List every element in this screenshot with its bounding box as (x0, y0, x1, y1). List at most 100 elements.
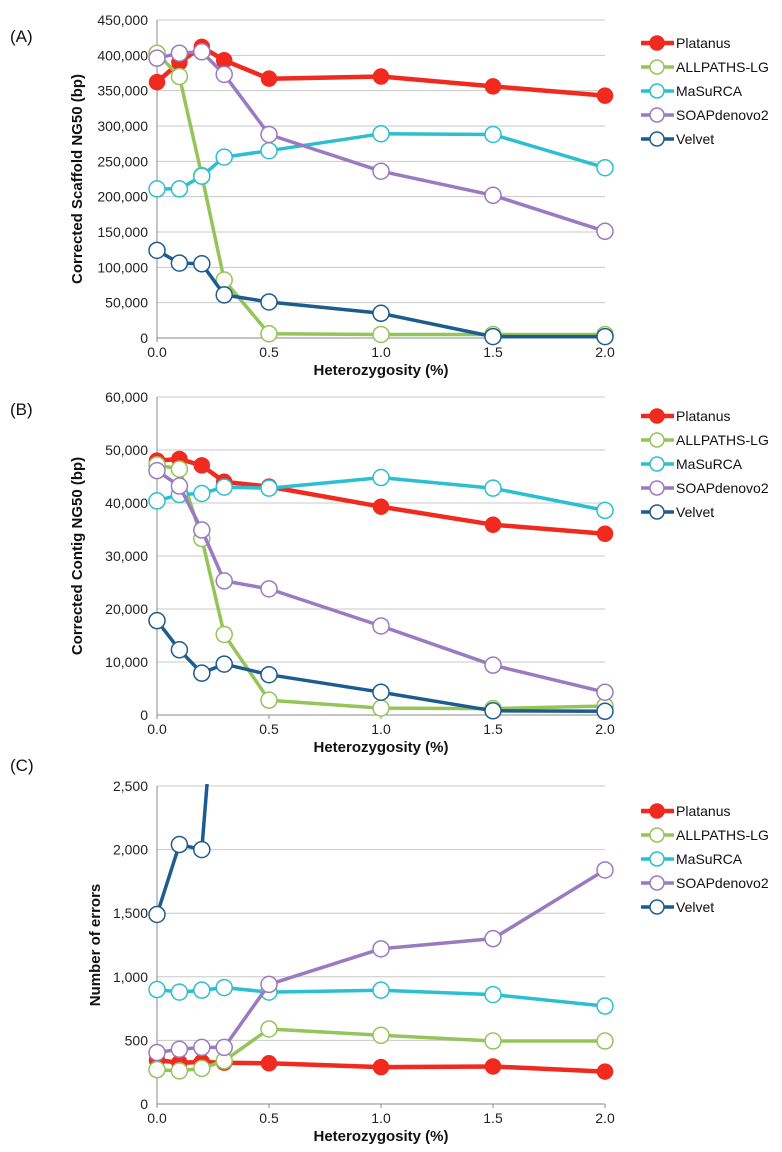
panel-label: (A) (10, 27, 33, 46)
data-point-masurca (215, 148, 233, 166)
plot-area (148, 38, 614, 346)
data-point-soapdenovo2 (372, 162, 390, 180)
data-point-masurca (170, 180, 189, 198)
y-axis-title: Number of errors (87, 884, 104, 1007)
legend-label-masurca: MaSuRCA (676, 851, 743, 867)
x-tick-label: 0.0 (147, 344, 167, 360)
x-tick-label: 1.5 (483, 1110, 503, 1126)
data-point-allpaths-lg (260, 325, 278, 343)
data-point-allpaths-lg (170, 460, 189, 478)
y-axis-title: Corrected Scaffold NG50 (bp) (69, 74, 86, 284)
legend-label-allpaths-lg: ALLPATHS-LG (676, 432, 769, 448)
data-point-velvet (148, 905, 166, 924)
y-tick-label: 2,000 (113, 842, 148, 858)
data-point-masurca (215, 478, 233, 496)
plot-area (148, 784, 614, 1080)
legend-marker-allpaths-lg (649, 59, 665, 75)
data-point-soapdenovo2 (148, 1043, 166, 1062)
data-point-velvet (372, 683, 390, 701)
data-point-soapdenovo2 (193, 1038, 211, 1057)
series-line-velvet (155, 784, 209, 916)
legend-marker-platanus (649, 35, 665, 51)
y-axis-title: Corrected Contig NG50 (bp) (69, 457, 86, 655)
legend-marker-soapdenovo2 (649, 480, 665, 496)
data-point-masurca (260, 479, 278, 497)
y-tick-label: 200,000 (97, 189, 148, 205)
legend-label-platanus: Platanus (676, 408, 730, 424)
data-point-masurca (372, 981, 390, 999)
data-point-velvet (193, 255, 211, 273)
data-point-velvet (148, 611, 166, 630)
data-point-velvet (170, 835, 189, 854)
data-point-velvet (215, 655, 233, 673)
chart-panel-3: (C) 0 500 1,000 1,500 2,000 2,500 0.0 0.5 1.0 1.5 2… (10, 756, 769, 1145)
legend-marker-masurca (649, 456, 665, 472)
data-point-soapdenovo2 (215, 1038, 233, 1057)
data-point-soapdenovo2 (215, 65, 233, 84)
x-axis-title: Heterozygosity (%) (313, 1128, 448, 1145)
data-point-platanus (193, 457, 211, 474)
data-point-soapdenovo2 (372, 940, 390, 958)
data-point-allpaths-lg (484, 1032, 502, 1050)
data-point-soapdenovo2 (193, 521, 211, 539)
data-point-velvet (260, 293, 278, 311)
data-point-soapdenovo2 (148, 461, 166, 480)
data-point-allpaths-lg (260, 691, 278, 709)
data-point-velvet (596, 327, 614, 346)
data-point-allpaths-lg (193, 1059, 211, 1078)
legend-label-allpaths-lg: ALLPATHS-LG (676, 59, 769, 75)
x-axis-title: Heterozygosity (%) (313, 362, 448, 379)
x-tick-label: 0.5 (259, 721, 279, 737)
data-point-masurca (596, 501, 614, 520)
y-tick-label: 40,000 (105, 495, 148, 511)
legend-marker-masurca (649, 83, 665, 99)
data-point-masurca (148, 980, 166, 999)
y-tick-label: 50,000 (105, 295, 148, 311)
y-tick-label: 60,000 (105, 389, 148, 405)
data-point-allpaths-lg (372, 699, 390, 717)
data-point-soapdenovo2 (484, 186, 502, 205)
y-tick-label: 300,000 (97, 118, 148, 134)
data-point-soapdenovo2 (596, 683, 614, 701)
data-point-soapdenovo2 (596, 222, 614, 241)
data-point-platanus (148, 73, 166, 91)
plot-area (148, 450, 614, 721)
y-tick-label: 400,000 (97, 47, 148, 63)
data-point-masurca (215, 978, 233, 997)
y-tick-label: 100,000 (97, 259, 148, 275)
data-point-soapdenovo2 (372, 617, 390, 635)
legend-label-platanus: Platanus (676, 35, 730, 51)
legend-label-velvet: Velvet (676, 131, 714, 147)
data-point-soapdenovo2 (170, 44, 189, 62)
data-point-soapdenovo2 (148, 49, 166, 67)
legend-marker-soapdenovo2 (649, 875, 665, 891)
y-tick-label: 2,500 (113, 778, 148, 794)
data-point-soapdenovo2 (215, 572, 233, 590)
x-tick-label: 1.5 (483, 721, 503, 737)
legend-label-allpaths-lg: ALLPATHS-LG (676, 827, 769, 843)
y-tick-label: 1,000 (113, 969, 148, 985)
y-tick-label: 30,000 (105, 548, 148, 564)
data-point-masurca (193, 981, 211, 999)
data-point-platanus (484, 1058, 502, 1075)
y-tick-label: 0 (140, 1096, 148, 1112)
x-tick-label: 0.5 (259, 1110, 279, 1126)
data-point-velvet (193, 664, 211, 682)
data-point-masurca (484, 985, 502, 1004)
data-point-masurca (372, 468, 390, 487)
y-tick-label: 0 (140, 330, 148, 346)
data-point-platanus (260, 1055, 278, 1072)
legend-label-soapdenovo2: SOAPdenovo2 (676, 107, 769, 123)
x-tick-label: 1.0 (371, 344, 391, 360)
data-point-soapdenovo2 (260, 975, 278, 994)
x-tick-label: 1.5 (483, 344, 503, 360)
data-point-soapdenovo2 (260, 580, 278, 598)
y-tick-label: 50,000 (105, 442, 148, 458)
legend-marker-allpaths-lg (649, 827, 665, 843)
y-tick-label: 20,000 (105, 601, 148, 617)
legend-label-masurca: MaSuRCA (676, 456, 743, 472)
data-point-soapdenovo2 (193, 43, 211, 61)
data-point-platanus (596, 87, 614, 104)
data-point-masurca (484, 479, 502, 497)
